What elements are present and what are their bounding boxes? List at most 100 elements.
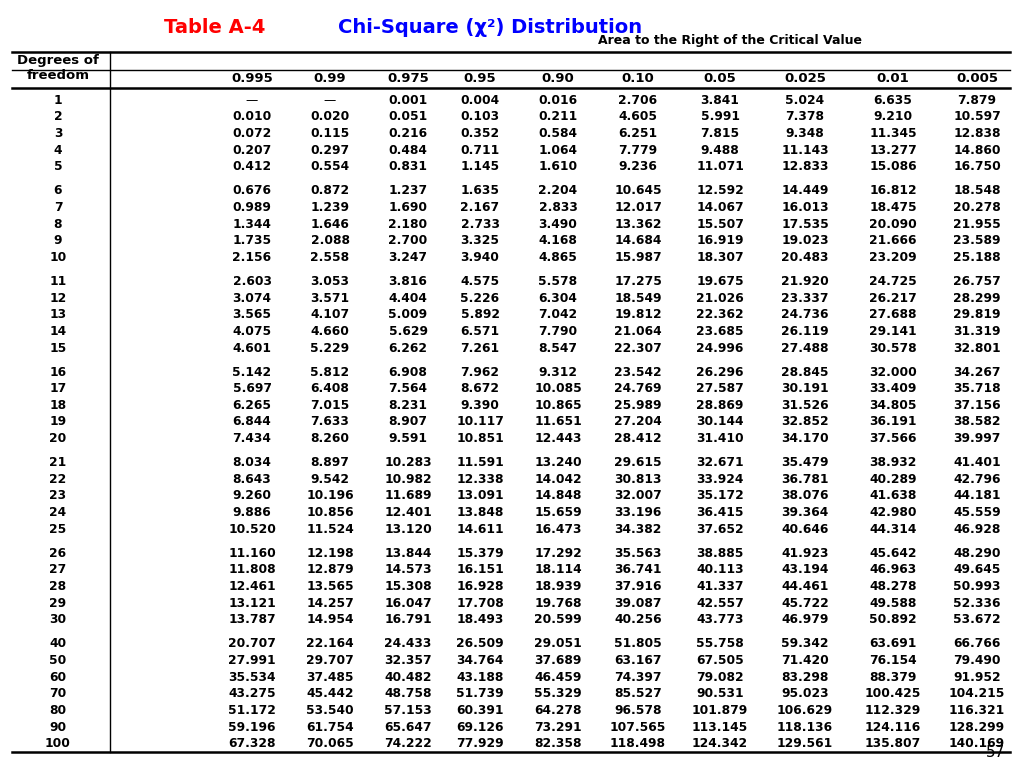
Text: 10.865: 10.865 xyxy=(535,399,582,412)
Text: 0.95: 0.95 xyxy=(464,72,497,85)
Text: 43.773: 43.773 xyxy=(696,614,743,626)
Text: 13.362: 13.362 xyxy=(614,217,662,230)
Text: 8.897: 8.897 xyxy=(310,456,349,469)
Text: 15.507: 15.507 xyxy=(696,217,744,230)
Text: 116.321: 116.321 xyxy=(949,703,1006,717)
Text: 19.023: 19.023 xyxy=(781,234,828,247)
Text: 37.652: 37.652 xyxy=(696,523,743,536)
Text: 8.643: 8.643 xyxy=(232,473,271,485)
Text: 4.075: 4.075 xyxy=(232,325,271,338)
Text: 32.801: 32.801 xyxy=(953,342,1000,355)
Text: 8.907: 8.907 xyxy=(388,415,427,429)
Text: 57: 57 xyxy=(986,745,1005,760)
Text: 3.841: 3.841 xyxy=(700,94,739,107)
Text: 77.929: 77.929 xyxy=(456,737,504,750)
Text: 100: 100 xyxy=(45,737,71,750)
Text: 5.812: 5.812 xyxy=(310,366,349,379)
Text: 3.571: 3.571 xyxy=(310,292,349,305)
Text: 3.940: 3.940 xyxy=(461,251,500,264)
Text: 60.391: 60.391 xyxy=(457,703,504,717)
Text: 101.879: 101.879 xyxy=(692,703,749,717)
Text: 16.473: 16.473 xyxy=(535,523,582,536)
Text: 70: 70 xyxy=(49,687,67,700)
Text: 9.488: 9.488 xyxy=(700,144,739,157)
Text: 35.563: 35.563 xyxy=(614,547,662,560)
Text: 44.181: 44.181 xyxy=(953,489,1000,502)
Text: 12.017: 12.017 xyxy=(614,201,662,214)
Text: 31.526: 31.526 xyxy=(781,399,828,412)
Text: 10.196: 10.196 xyxy=(306,489,354,502)
Text: 13.120: 13.120 xyxy=(384,523,432,536)
Text: 10.597: 10.597 xyxy=(953,111,1000,124)
Text: 37.689: 37.689 xyxy=(535,654,582,667)
Text: 37.156: 37.156 xyxy=(953,399,1000,412)
Text: 21.666: 21.666 xyxy=(869,234,916,247)
Text: 0.01: 0.01 xyxy=(877,72,909,85)
Text: 82.358: 82.358 xyxy=(535,737,582,750)
Text: 66.766: 66.766 xyxy=(953,637,1000,650)
Text: 6.844: 6.844 xyxy=(232,415,271,429)
Text: 4: 4 xyxy=(53,144,62,157)
Text: 140.169: 140.169 xyxy=(949,737,1006,750)
Text: 0.103: 0.103 xyxy=(461,111,500,124)
Text: 67.505: 67.505 xyxy=(696,654,743,667)
Text: 60: 60 xyxy=(49,670,67,684)
Text: 41.638: 41.638 xyxy=(869,489,916,502)
Text: 104.215: 104.215 xyxy=(949,687,1006,700)
Text: 30.144: 30.144 xyxy=(696,415,743,429)
Text: 5.578: 5.578 xyxy=(539,275,578,288)
Text: 0.05: 0.05 xyxy=(703,72,736,85)
Text: 49.645: 49.645 xyxy=(953,563,1000,576)
Text: 12.592: 12.592 xyxy=(696,184,743,197)
Text: 13.277: 13.277 xyxy=(869,144,916,157)
Text: 88.379: 88.379 xyxy=(869,670,916,684)
Text: 11.524: 11.524 xyxy=(306,523,354,536)
Text: 26.217: 26.217 xyxy=(869,292,916,305)
Text: 41.337: 41.337 xyxy=(696,580,743,593)
Text: 20.278: 20.278 xyxy=(953,201,1000,214)
Text: 17.292: 17.292 xyxy=(535,547,582,560)
Text: 11.808: 11.808 xyxy=(228,563,275,576)
Text: 35.534: 35.534 xyxy=(228,670,275,684)
Text: 3.325: 3.325 xyxy=(461,234,500,247)
Text: 9.348: 9.348 xyxy=(785,127,824,140)
Text: 3.816: 3.816 xyxy=(388,275,427,288)
Text: 16.750: 16.750 xyxy=(953,161,1000,174)
Text: 27.488: 27.488 xyxy=(781,342,828,355)
Text: 53.672: 53.672 xyxy=(953,614,1000,626)
Text: 22.164: 22.164 xyxy=(306,637,354,650)
Text: 23.209: 23.209 xyxy=(869,251,916,264)
Text: 6.304: 6.304 xyxy=(539,292,578,305)
Text: 45.442: 45.442 xyxy=(306,687,353,700)
Text: 45.642: 45.642 xyxy=(869,547,916,560)
Text: 12.401: 12.401 xyxy=(384,506,432,519)
Text: 5.009: 5.009 xyxy=(388,308,428,321)
Text: Area to the Right of the Critical Value: Area to the Right of the Critical Value xyxy=(598,34,862,47)
Text: 0.831: 0.831 xyxy=(388,161,427,174)
Text: 36.415: 36.415 xyxy=(696,506,743,519)
Text: 14.611: 14.611 xyxy=(456,523,504,536)
Text: 31.410: 31.410 xyxy=(696,432,743,445)
Text: 6.408: 6.408 xyxy=(310,382,349,396)
Text: 29.615: 29.615 xyxy=(614,456,662,469)
Text: 53.540: 53.540 xyxy=(306,703,354,717)
Text: 6: 6 xyxy=(53,184,62,197)
Text: 9.886: 9.886 xyxy=(232,506,271,519)
Text: 65.647: 65.647 xyxy=(384,720,432,733)
Text: 17.535: 17.535 xyxy=(781,217,828,230)
Text: 50: 50 xyxy=(49,654,67,667)
Text: 24.996: 24.996 xyxy=(696,342,743,355)
Text: 29.141: 29.141 xyxy=(869,325,916,338)
Text: 35.718: 35.718 xyxy=(953,382,1000,396)
Text: 57.153: 57.153 xyxy=(384,703,432,717)
Text: 49.588: 49.588 xyxy=(869,597,916,610)
Text: 3: 3 xyxy=(53,127,62,140)
Text: 1.690: 1.690 xyxy=(388,201,427,214)
Text: 22: 22 xyxy=(49,473,67,485)
Text: 5.697: 5.697 xyxy=(232,382,271,396)
Text: 0.010: 0.010 xyxy=(232,111,271,124)
Text: 11.591: 11.591 xyxy=(456,456,504,469)
Text: 8.260: 8.260 xyxy=(310,432,349,445)
Text: 46.963: 46.963 xyxy=(869,563,916,576)
Text: 6.908: 6.908 xyxy=(388,366,427,379)
